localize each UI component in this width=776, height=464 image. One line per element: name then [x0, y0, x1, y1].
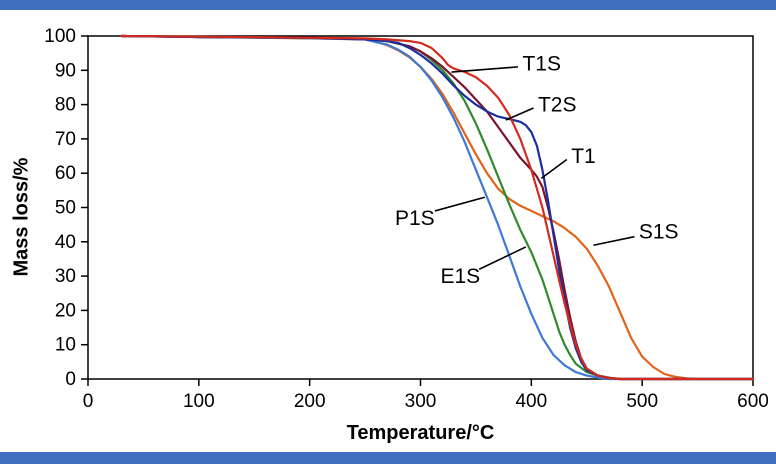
x-tick-label: 100: [183, 391, 215, 412]
y-tick-label: 20: [55, 300, 76, 321]
x-tick-label: 0: [83, 391, 94, 412]
bottom-blue-bar: [0, 452, 776, 464]
x-tick-label: 400: [515, 391, 547, 412]
tga-chart-area: 0 100 200 300 400 500 600 0 10 20 30 40 50 60 70 80 90 10…: [0, 10, 776, 452]
x-axis-title: Temperature/°C: [346, 422, 495, 444]
y-tick-label: 0: [65, 369, 76, 390]
y-tick-label: 50: [55, 198, 76, 219]
x-tick-label: 300: [405, 391, 437, 412]
annotation-line-T1S: [451, 66, 519, 73]
annotation-line-P1S: [434, 196, 485, 212]
y-tick-label: 80: [55, 95, 76, 116]
annotation-label-P1S: P1S: [395, 207, 435, 230]
annotation-label-T2S: T2S: [538, 94, 577, 117]
annotation-line-T1: [540, 158, 568, 179]
top-blue-bar: [0, 0, 776, 10]
y-tick-label: 30: [55, 266, 76, 287]
annotation-label-T1S: T1S: [522, 52, 561, 75]
annotation-line-S1S: [593, 235, 635, 247]
x-tick-label: 500: [626, 391, 658, 412]
annotation-line-E1S: [478, 246, 527, 270]
series-T1S: [120, 34, 755, 381]
y-tick-label: 70: [55, 129, 76, 150]
series-T2S: [120, 34, 755, 381]
y-axis-title: Mass loss/%: [10, 157, 33, 277]
y-tick-label: 40: [55, 232, 76, 253]
y-tick-label: 90: [55, 60, 76, 81]
x-tick-label: 200: [294, 391, 326, 412]
y-tick-label: 100: [44, 26, 76, 47]
y-tick-label: 60: [55, 163, 76, 184]
annotation-label-S1S: S1S: [639, 221, 679, 244]
annotation-line-T2S: [505, 107, 534, 121]
x-tick-label: 600: [737, 391, 769, 412]
tga-chart: 0 100 200 300 400 500 600 0 10 20 30 40 50 60 70 80 90 10…: [44, 26, 769, 412]
y-tick-label: 10: [55, 335, 76, 356]
annotation-label-T1: T1: [571, 145, 596, 168]
annotation-label-E1S: E1S: [440, 265, 480, 288]
series-P1S: [120, 34, 755, 381]
